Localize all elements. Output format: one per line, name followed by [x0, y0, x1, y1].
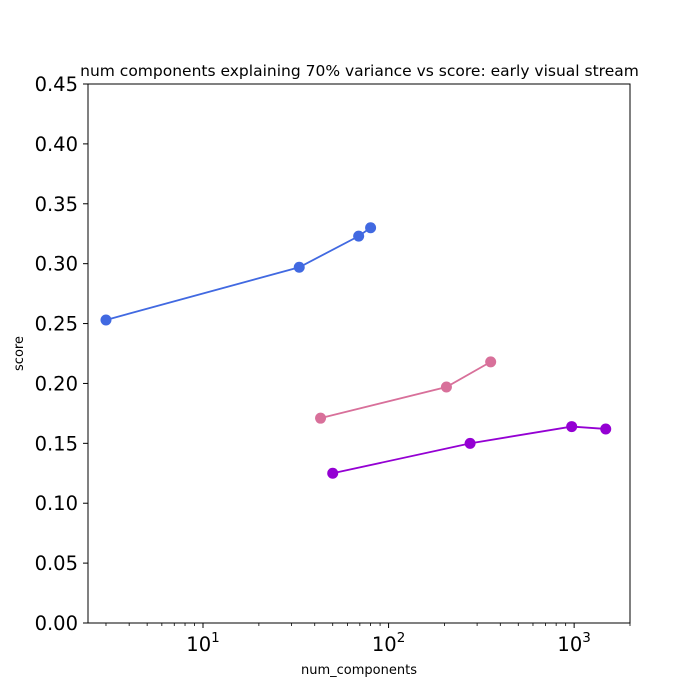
- data-point: [293, 261, 305, 273]
- data-point: [365, 222, 377, 234]
- x-tick-base: 10: [372, 633, 397, 656]
- chart-title: num components explaining 70% variance v…: [80, 62, 639, 80]
- series-line: [105, 226, 372, 321]
- data-point: [485, 356, 497, 368]
- series-layer: [100, 222, 612, 479]
- y-tick-label: 0.00: [35, 612, 78, 635]
- x-tick-exponent: 3: [582, 630, 591, 646]
- x-tick-base: 10: [557, 633, 582, 656]
- y-tick-label: 0.35: [35, 193, 78, 216]
- data-point: [100, 314, 112, 326]
- y-tick-label: 0.45: [35, 73, 78, 96]
- data-point: [566, 421, 578, 433]
- series-2: [315, 356, 497, 424]
- y-tick-label: 0.05: [35, 552, 78, 575]
- x-tick-exponent: 1: [211, 630, 220, 646]
- series-line: [320, 361, 492, 420]
- x-axis-label: num_components: [301, 663, 417, 678]
- series-line: [332, 425, 606, 475]
- data-point: [353, 230, 365, 242]
- x-tick-label: 103: [557, 630, 590, 656]
- y-tick-label: 0.40: [35, 133, 78, 156]
- data-point: [327, 467, 339, 479]
- x-axis-ticks: 101 102 103: [105, 623, 631, 656]
- x-tick-label: 101: [186, 630, 219, 656]
- y-tick-label: 0.25: [35, 313, 78, 336]
- x-tick-base: 10: [186, 633, 211, 656]
- y-axis-ticks: 0.00 0.05 0.10 0.15 0.20 0.25 0.30 0.35 0.40 0.45: [35, 73, 88, 635]
- data-point: [464, 437, 476, 449]
- y-tick-label: 0.30: [35, 253, 78, 276]
- plot-frame: [87, 83, 631, 624]
- data-point: [600, 423, 612, 435]
- x-tick-exponent: 2: [397, 630, 406, 646]
- y-tick-label: 0.15: [35, 432, 78, 455]
- data-point: [315, 412, 327, 424]
- data-point: [440, 381, 452, 393]
- y-tick-label: 0.20: [35, 372, 78, 395]
- series-3: [327, 421, 612, 479]
- x-tick-label: 102: [372, 630, 405, 656]
- y-axis-label: score: [12, 336, 27, 371]
- series-1: [100, 222, 377, 326]
- y-tick-label: 0.10: [35, 492, 78, 515]
